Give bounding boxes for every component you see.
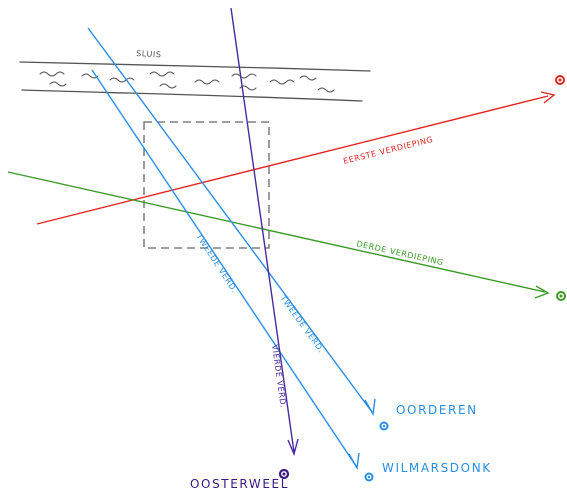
destination-wilmarsdonk: WILMARSDONK [364,461,492,482]
line-tweede-verd-oorderen: TWEEDE VERD. [87,27,376,417]
oosterweel-label: OOSTERWEEL [190,477,289,491]
canal-top-edge [19,61,371,72]
blue-right-line-label: TWEEDE VERD. [278,293,326,355]
red-end-marker [555,75,565,85]
oorderen-marker [379,421,389,431]
red-arrowhead [540,91,556,104]
green-line [7,171,546,293]
purple-line [230,7,295,453]
red-line-label: EERSTE VERDIEPING [342,135,434,166]
oorderen-label: OORDEREN [396,403,478,417]
green-end-marker [556,291,566,301]
blue-line-left [91,69,357,467]
green-arrowhead [534,285,550,299]
canal-label: SLUIS [136,49,162,59]
destination-oosterweel: OOSTERWEEL [190,468,290,491]
destination-oorderen: OORDEREN [379,403,478,431]
blue-left-line-label: TWEEDE VERD. [194,231,239,294]
canal: SLUIS [19,49,371,102]
line-vierde-verd-oosterweel: VIERDE VERD. [230,7,299,457]
blue-right-arrowhead [364,398,376,417]
blue-left-arrowhead [348,452,360,471]
canal-bottom-edge [21,89,363,102]
blue-line-right [87,27,373,413]
line-derde-verdieping: DERDE VERDIEPING [7,171,566,301]
wilmarsdonk-marker [364,472,374,482]
water-waves [39,71,335,93]
purple-arrowhead [287,438,299,457]
oosterweel-marker [278,468,290,480]
wilmarsdonk-label: WILMARSDONK [382,461,492,475]
red-line [36,95,549,225]
building-outline [143,121,270,249]
purple-line-label: VIERDE VERD. [270,344,288,409]
line-tweede-verd-wilmarsdonk: TWEEDE VERD. [91,69,360,471]
